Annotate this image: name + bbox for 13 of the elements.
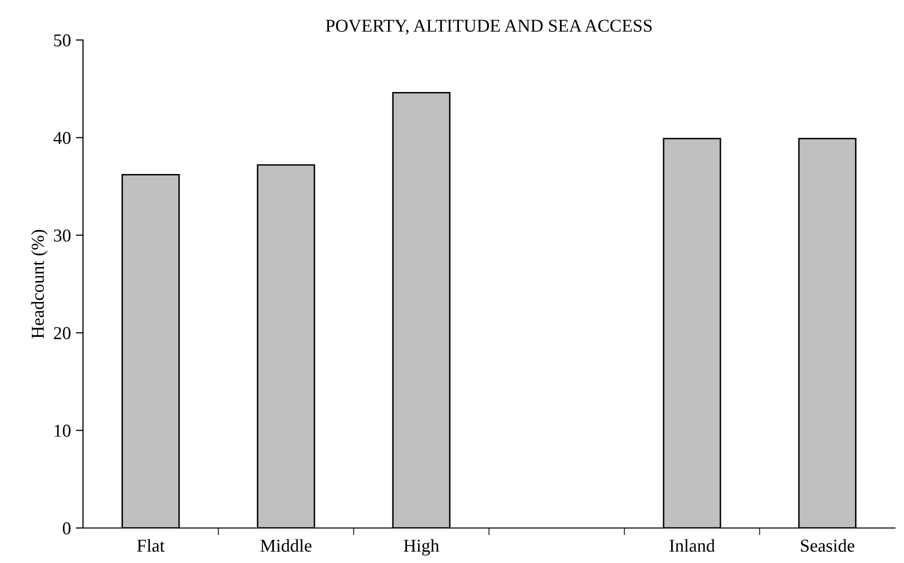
y-tick-label: 10	[54, 424, 71, 437]
chart-title: POVERTY, ALTITUDE AND SEA ACCESS	[326, 20, 652, 34]
y-tick-label: 40	[53, 132, 71, 144]
y-tick-label: 0	[62, 522, 71, 534]
x-tick-label: Inland	[670, 539, 715, 552]
x-tick-label: Flat	[137, 539, 165, 552]
x-tick-label: Seaside	[800, 539, 854, 552]
x-tick-label: Middle	[260, 539, 312, 552]
x-tick-label: High	[404, 539, 440, 556]
y-tick-label: 30	[54, 229, 71, 242]
y-tick-label: 50	[54, 34, 71, 46]
y-tick-label: 20	[54, 327, 71, 340]
y-axis-title: Headcount (%)	[31, 230, 48, 338]
